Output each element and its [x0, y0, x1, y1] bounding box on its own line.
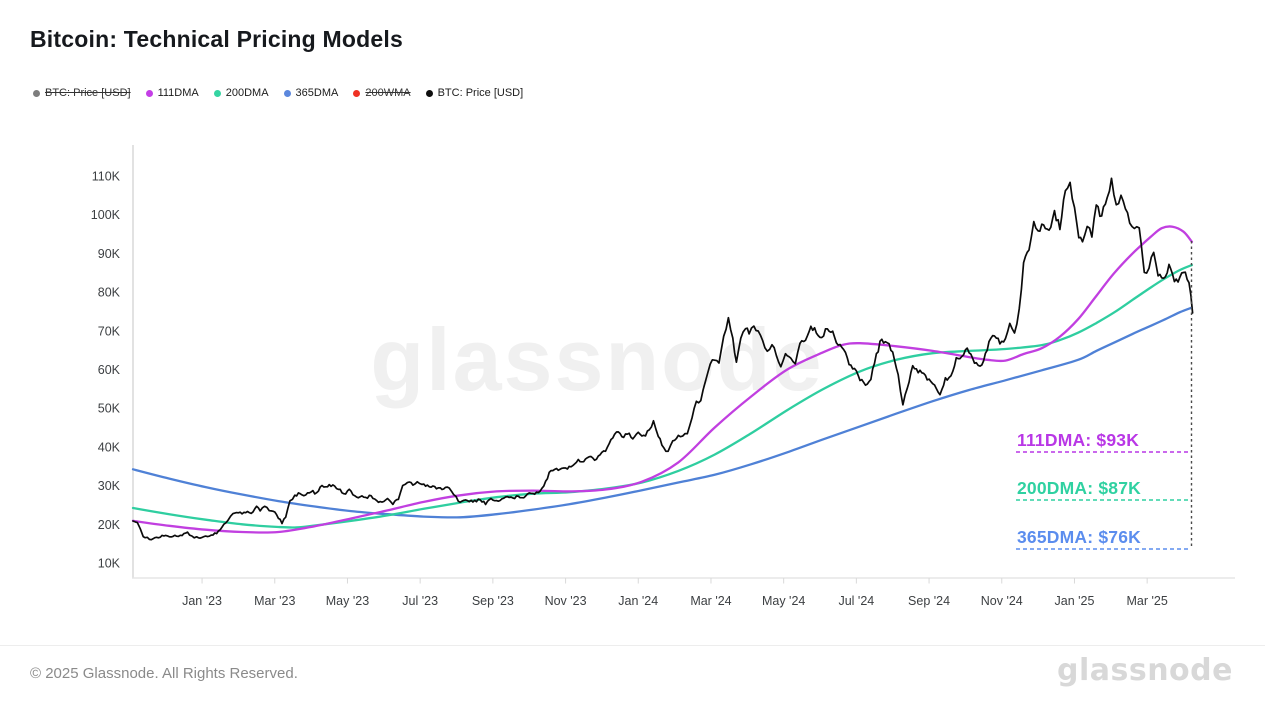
legend: BTC: Price [USD] 111DMA 200DMA 365DMA 200WMA…: [33, 87, 523, 99]
legend-item-label: 365DMA: [295, 87, 339, 99]
y-tick-label: 110K: [92, 170, 121, 184]
x-tick-label: Sep '24: [908, 594, 950, 608]
x-tick-label: Mar '24: [690, 594, 731, 608]
legend-item-111dma-1[interactable]: 111DMA: [145, 87, 199, 99]
chart-axes: 10K 20K 30K 40K 50K 60K 70K 80K 90K 100K 110K Jan '…: [91, 145, 1235, 608]
legend-dot: [353, 89, 361, 97]
legend-dot: [145, 89, 153, 97]
x-tick-label: Jul '24: [838, 594, 874, 608]
x-tick-label: Sep '23: [472, 594, 514, 608]
legend-item-200dma-2[interactable]: 200DMA: [213, 87, 269, 99]
y-tick-label: 90K: [98, 247, 121, 261]
y-tick-label: 30K: [98, 479, 121, 493]
legend-dot: [213, 89, 221, 97]
x-tick-label: Nov '23: [545, 594, 587, 608]
footer-copyright: © 2025 Glassnode. All Rights Reserved.: [30, 665, 298, 682]
legend-item-label: 200DMA: [225, 87, 269, 99]
y-tick-label: 40K: [98, 440, 121, 454]
legend-item-200wma-4[interactable]: 200WMA: [353, 87, 411, 99]
chart-series: [131, 177, 1194, 541]
annotation-label: 200DMA: $87K: [1017, 478, 1141, 498]
watermark: glassnode: [370, 310, 823, 409]
y-tick-label: 10K: [98, 557, 121, 571]
annotation-label: 111DMA: $93K: [1017, 430, 1139, 450]
legend-item-btc-price-usd-0[interactable]: BTC: Price [USD]: [33, 87, 131, 99]
y-tick-label: 100K: [91, 208, 121, 222]
footer-divider: [0, 645, 1265, 646]
x-tick-label: Jan '23: [182, 594, 222, 608]
legend-item-label: 111DMA: [157, 87, 199, 99]
legend-dot: [425, 89, 433, 97]
y-tick-label: 60K: [98, 363, 121, 377]
y-tick-label: 50K: [98, 402, 121, 416]
x-tick-label: Jul '23: [402, 594, 438, 608]
legend-item-label: 200WMA: [365, 87, 411, 99]
y-tick-label: 80K: [98, 286, 121, 300]
glassnode-logo: glassnode: [1056, 653, 1233, 688]
x-tick-label: Jan '25: [1055, 594, 1095, 608]
legend-dot: [283, 89, 291, 97]
x-tick-label: May '24: [762, 594, 805, 608]
x-tick-label: May '23: [326, 594, 369, 608]
legend-item-btc-price-usd-5[interactable]: BTC: Price [USD]: [425, 87, 524, 99]
series-btc-price-usd: [132, 177, 1194, 541]
legend-item-label: BTC: Price [USD]: [45, 87, 131, 99]
legend-item-365dma-3[interactable]: 365DMA: [283, 87, 339, 99]
x-tick-label: Mar '25: [1127, 594, 1168, 608]
legend-dot: [33, 89, 40, 97]
x-tick-label: Nov '24: [981, 594, 1023, 608]
annotation-label: 365DMA: $76K: [1017, 527, 1141, 547]
y-tick-label: 70K: [98, 324, 121, 338]
legend-item-label: BTC: Price [USD]: [437, 87, 524, 99]
x-tick-label: Mar '23: [254, 594, 295, 608]
chart-annotations: 111DMA: $93K 200DMA: $87K 365DMA: $76K: [1016, 241, 1193, 550]
series-111dma: [131, 225, 1194, 534]
y-tick-label: 20K: [98, 518, 121, 532]
series-365dma: [131, 306, 1194, 519]
x-tick-label: Jan '24: [618, 594, 658, 608]
page-title: Bitcoin: Technical Pricing Models: [30, 26, 403, 52]
